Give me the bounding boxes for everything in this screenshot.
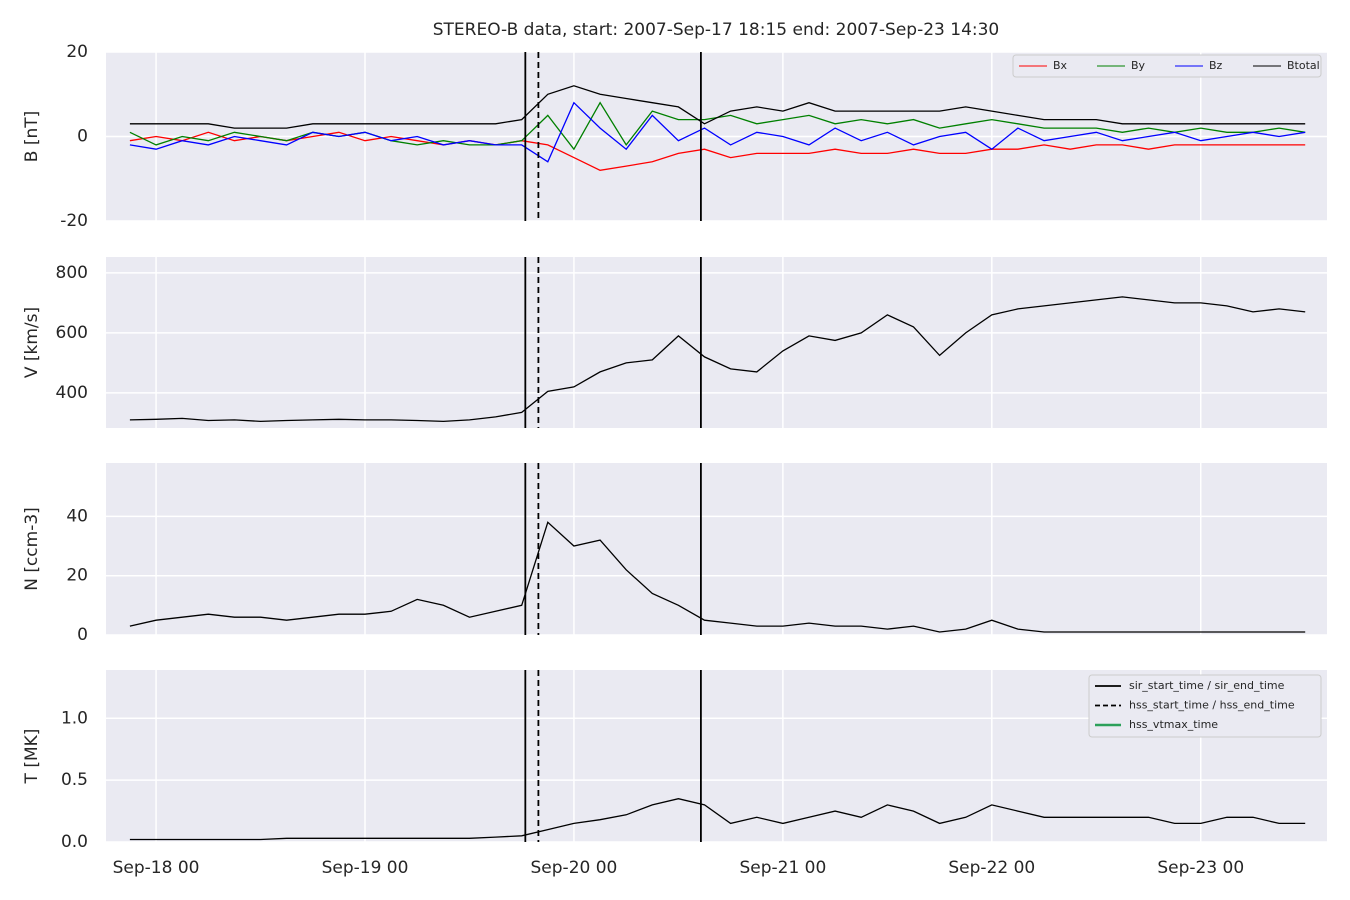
plot-area — [106, 463, 1327, 635]
y-tick-label: 800 — [56, 263, 88, 283]
legend-label: hss_start_time / hss_end_time — [1129, 699, 1295, 712]
series-line — [129, 521, 1306, 633]
chart-title: STEREO-B data, start: 2007-Sep-17 18:15 … — [433, 20, 1000, 40]
legend-label: Bx — [1053, 59, 1068, 72]
legend-label: Btotal — [1287, 59, 1320, 72]
series-line — [129, 296, 1306, 423]
y-tick-label: 0 — [77, 127, 88, 147]
legend-label: sir_start_time / sir_end_time — [1129, 679, 1285, 692]
x-tick-label: Sep-22 00 — [948, 858, 1035, 878]
y-tick-label: 400 — [56, 383, 88, 403]
y-axis-label: T [MK] — [22, 729, 42, 785]
y-axis-label: N [ccm-3] — [22, 507, 42, 591]
legend-box — [1012, 54, 1322, 78]
legend-box — [1088, 674, 1322, 738]
series-group — [129, 85, 1306, 171]
legend-label: hss_vtmax_time — [1129, 718, 1218, 731]
y-axis-label: B [nT] — [22, 111, 42, 163]
series-group — [129, 798, 1306, 841]
y-tick-label: 0.0 — [61, 832, 88, 852]
y-tick-label: 1.0 — [61, 708, 88, 728]
series-line — [129, 798, 1306, 841]
y-tick-label: 40 — [66, 506, 88, 526]
legend-label: By — [1131, 59, 1146, 72]
y-tick-label: 600 — [56, 323, 88, 343]
x-tick-label: Sep-21 00 — [739, 858, 826, 878]
series-line — [129, 85, 1306, 129]
plot-area — [106, 257, 1327, 428]
legend-label: Bz — [1209, 59, 1223, 72]
series-group — [129, 521, 1306, 633]
y-tick-label: -20 — [60, 211, 88, 231]
x-tick-label: Sep-23 00 — [1157, 858, 1244, 878]
series-group — [129, 296, 1306, 423]
series-line — [129, 101, 1306, 163]
x-tick-label: Sep-18 00 — [113, 858, 200, 878]
x-tick-label: Sep-20 00 — [531, 858, 618, 878]
x-tick-label: Sep-19 00 — [322, 858, 409, 878]
y-tick-label: 0 — [77, 625, 88, 645]
y-tick-label: 20 — [66, 42, 88, 62]
y-tick-label: 0.5 — [61, 770, 88, 790]
y-tick-label: 20 — [66, 566, 88, 586]
y-axis-label: V [km/s] — [22, 307, 42, 378]
